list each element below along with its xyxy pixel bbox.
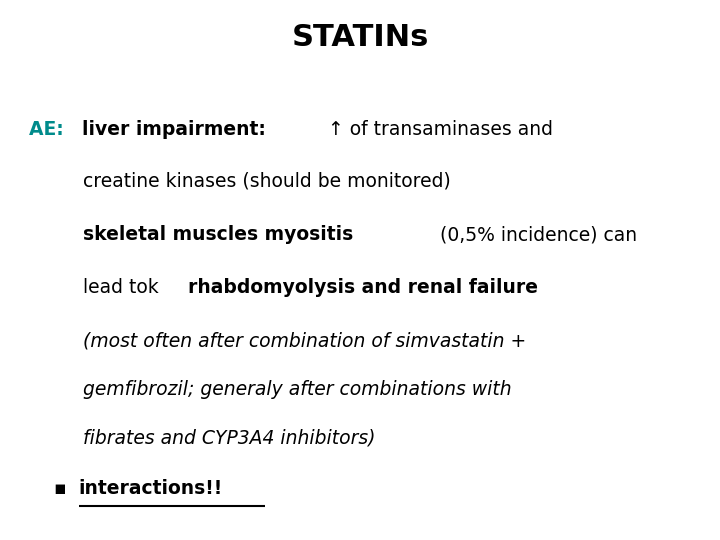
Text: liver impairment:: liver impairment: [82, 120, 272, 139]
Text: creatine kinases (should be monitored): creatine kinases (should be monitored) [83, 171, 451, 191]
Text: STATINs: STATINs [292, 23, 428, 52]
Text: rhabdomyolysis and renal failure: rhabdomyolysis and renal failure [189, 278, 539, 297]
Text: AE:: AE: [29, 120, 70, 139]
Text: (0,5% incidence) can: (0,5% incidence) can [440, 225, 637, 245]
Text: gemfibrozil; generaly after combinations with: gemfibrozil; generaly after combinations… [83, 380, 511, 400]
Text: ↑ of transaminases and: ↑ of transaminases and [328, 120, 553, 139]
Text: fibrates and CYP3A4 inhibitors): fibrates and CYP3A4 inhibitors) [83, 429, 375, 448]
Text: skeletal muscles myositis: skeletal muscles myositis [83, 225, 359, 245]
Text: lead tok: lead tok [83, 278, 165, 297]
Text: interactions!!: interactions!! [78, 479, 223, 498]
Text: (most often after combination of simvastatin +: (most often after combination of simvast… [83, 332, 526, 351]
Text: ▪: ▪ [54, 479, 73, 498]
